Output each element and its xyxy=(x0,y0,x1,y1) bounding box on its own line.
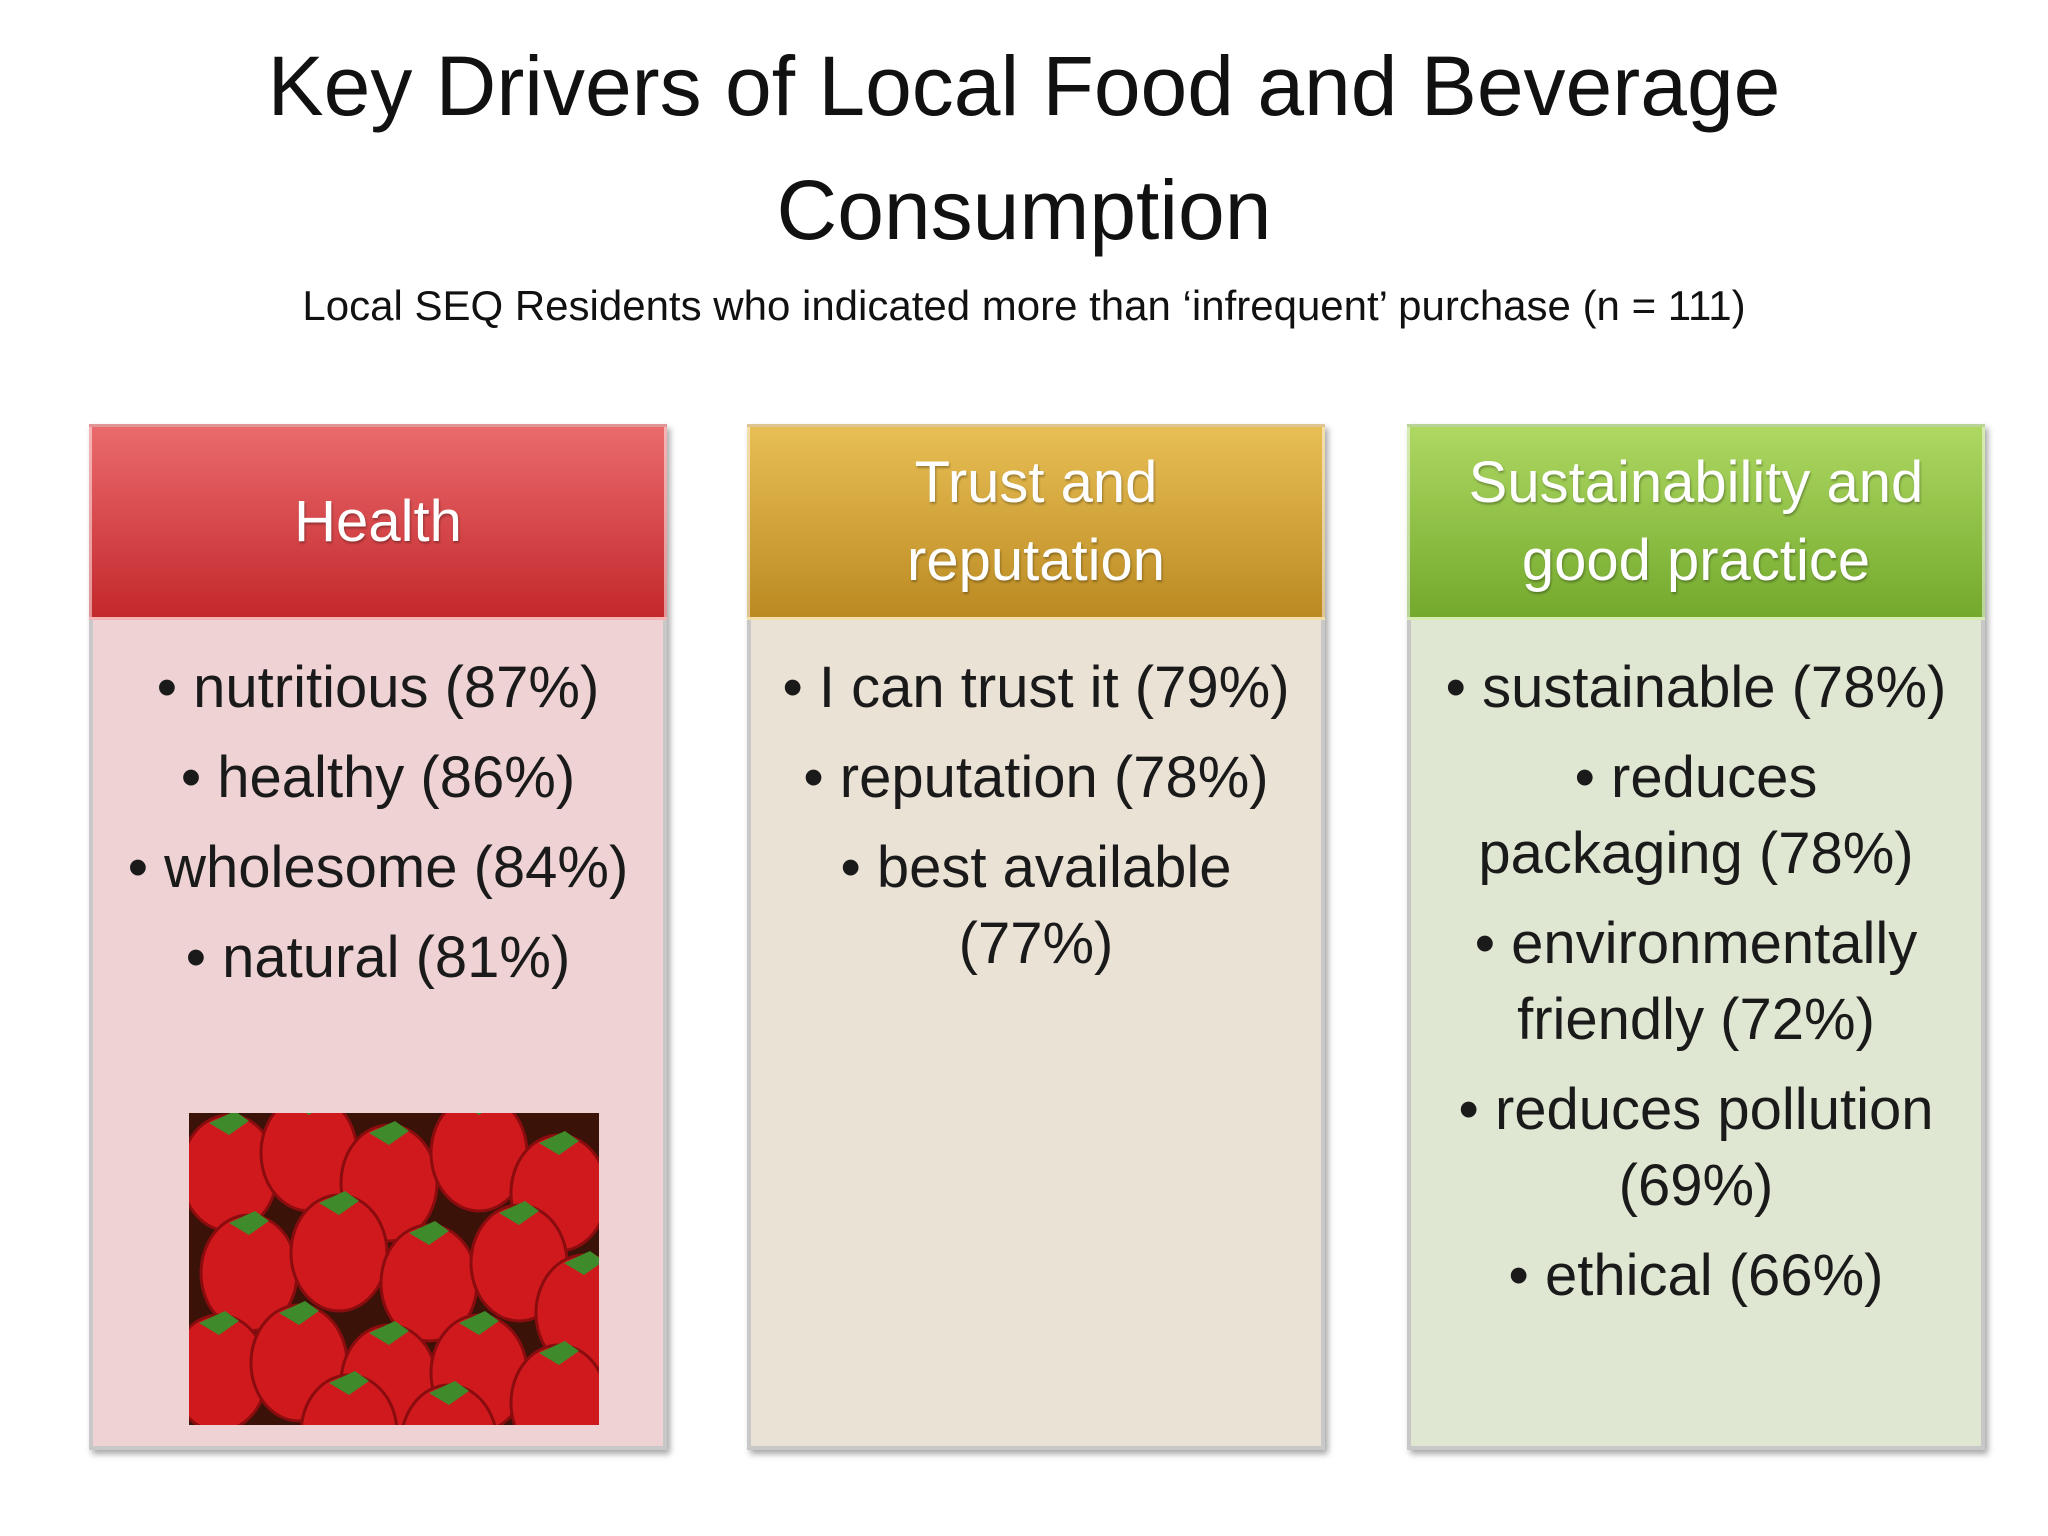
leaf xyxy=(409,1221,449,1245)
column-heading: Sustainability and good practice xyxy=(1407,424,1985,620)
column: Health nutritious (87%) healthy (86%) whol… xyxy=(89,424,667,1450)
leaf xyxy=(539,1131,579,1155)
leaf xyxy=(199,1311,239,1335)
item: I can trust it (79%) xyxy=(775,650,1297,726)
column-body: sustainable (78%) reduces packaging (78%)… xyxy=(1407,620,1985,1450)
leaf xyxy=(329,1371,369,1395)
item: reputation (78%) xyxy=(775,740,1297,816)
leaf xyxy=(209,1113,249,1135)
column: Trust and reputation I can trust it (79%… xyxy=(747,424,1325,1450)
column-heading: Trust and reputation xyxy=(747,424,1325,620)
subtitle: Local SEQ Residents who indicated more t… xyxy=(302,282,1746,329)
item: ethical (66%) xyxy=(1435,1238,1957,1314)
leaf xyxy=(369,1121,409,1145)
item: environmentally friendly (72%) xyxy=(1435,906,1957,1058)
leaf xyxy=(319,1191,359,1215)
leaf xyxy=(429,1381,469,1405)
item-list: I can trust it (79%) reputation (78%) best… xyxy=(775,650,1297,982)
leaf xyxy=(475,1113,482,1115)
title: Key Drivers of Local Food and Beverage xyxy=(267,39,1781,133)
leaf xyxy=(564,1251,599,1275)
leaf xyxy=(305,1113,312,1115)
item: sustainable (78%) xyxy=(1435,650,1957,726)
title: Consumption xyxy=(776,163,1272,257)
item-list: sustainable (78%) reduces packaging (78%)… xyxy=(1435,650,1957,1314)
leaf xyxy=(369,1321,409,1345)
item-list: nutritious (87%) healthy (86%) wholesome (… xyxy=(117,650,639,996)
item: wholesome (84%) xyxy=(117,830,639,906)
column: Sustainability and good practice sustain… xyxy=(1407,424,1985,1450)
leaf xyxy=(539,1341,579,1365)
item: reduces pollution (69%) xyxy=(1435,1072,1957,1224)
column-body: nutritious (87%) healthy (86%) wholesome (… xyxy=(89,620,667,1450)
item: natural (81%) xyxy=(117,920,639,996)
leaf xyxy=(279,1301,319,1325)
leaf xyxy=(459,1311,499,1335)
column-heading: Health xyxy=(89,424,667,620)
column-body: I can trust it (79%) reputation (78%) best… xyxy=(747,620,1325,1450)
strawberry-image xyxy=(189,1113,599,1425)
leaf xyxy=(499,1201,539,1225)
item: nutritious (87%) xyxy=(117,650,639,726)
leaf xyxy=(229,1211,269,1235)
item: reduces packaging (78%) xyxy=(1435,740,1957,892)
item: best available (77%) xyxy=(775,830,1297,982)
item: healthy (86%) xyxy=(117,740,639,816)
